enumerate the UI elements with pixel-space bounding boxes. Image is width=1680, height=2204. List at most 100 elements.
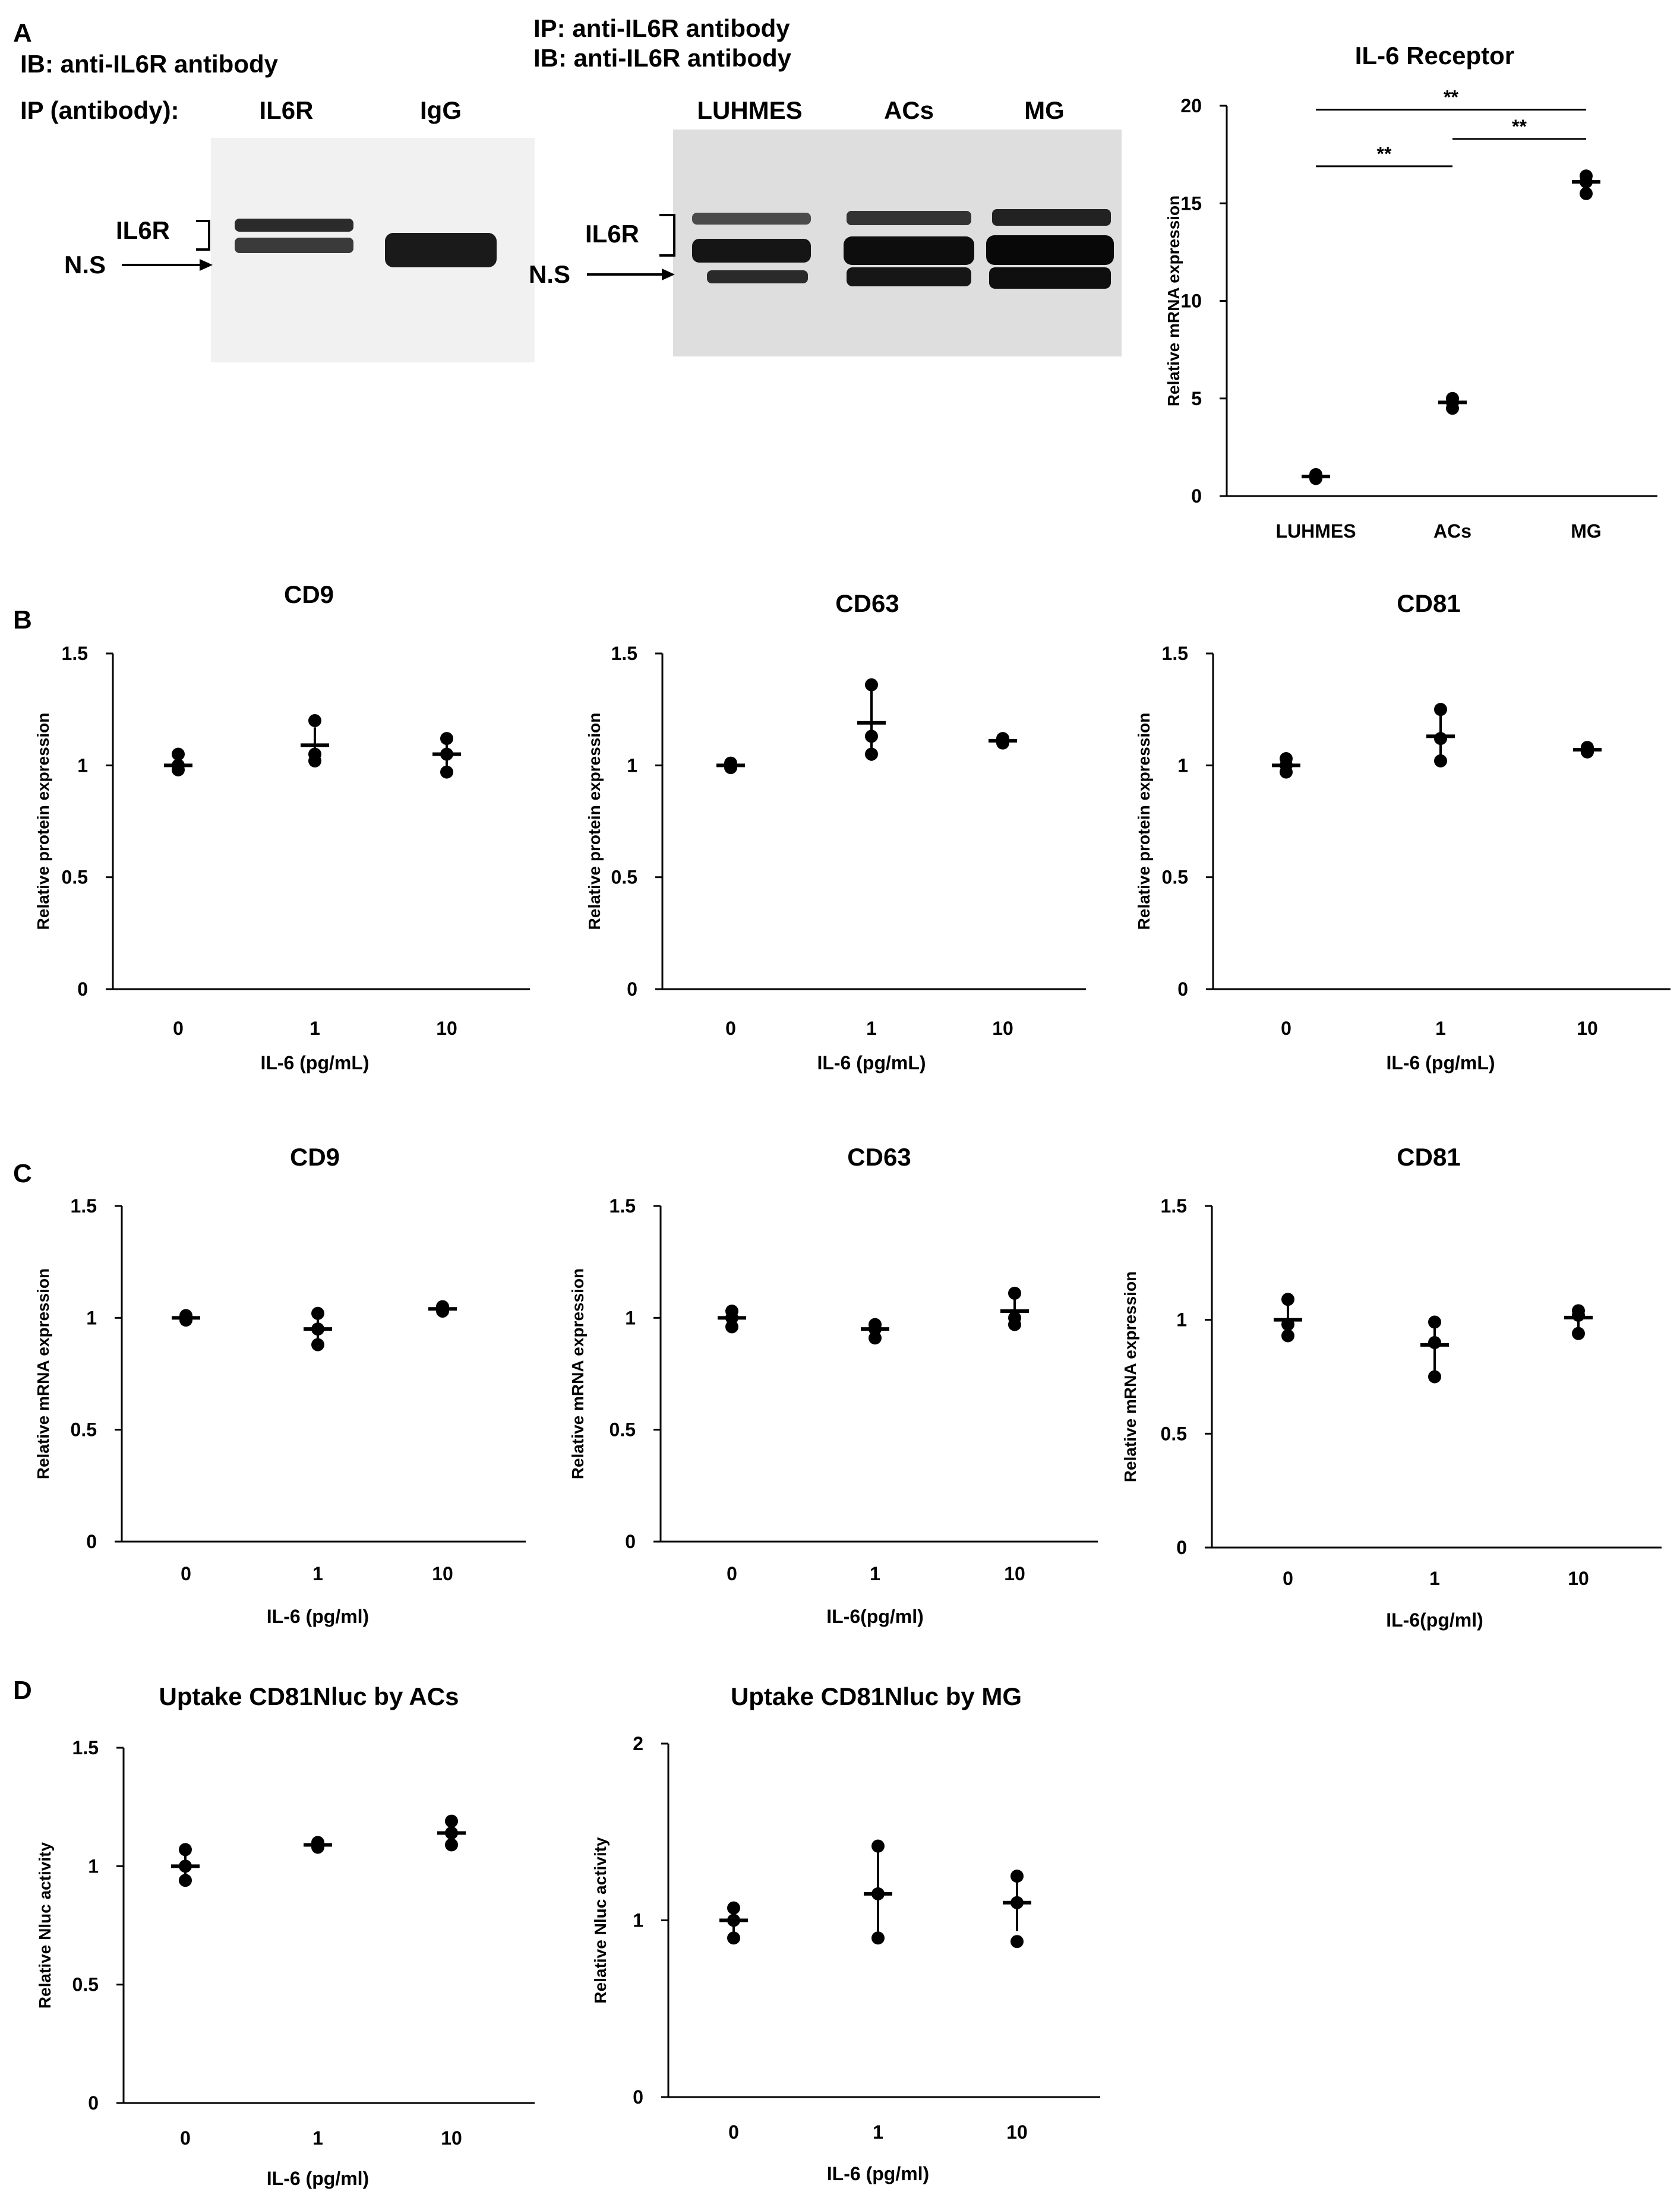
data-point: [1581, 741, 1594, 754]
y-tick-label: 1: [627, 754, 637, 776]
data-point: [308, 714, 321, 727]
y-tick-label: 1.5: [610, 1195, 636, 1217]
wb-right-ns-label: N.S: [529, 260, 570, 288]
wb-left-ib-label: IB: anti-IL6R antibody: [20, 50, 279, 78]
data-point: [308, 747, 321, 761]
x-tick-label: 1: [310, 1018, 320, 1039]
panel-letter-a: A: [13, 18, 32, 48]
data-point: [1428, 1370, 1441, 1384]
data-point: [727, 1901, 740, 1915]
data-point: [1281, 1318, 1294, 1331]
wb-right-lane-1: LUHMES: [697, 96, 802, 124]
wb-right-band-luhmes-a: [692, 213, 811, 225]
significance-label: **: [1377, 143, 1392, 165]
x-axis-title: IL-6 (pg/ml): [827, 2163, 929, 2184]
x-tick-label: 0: [1281, 1018, 1291, 1039]
wb-left-bracket: [196, 220, 210, 251]
wb-left-band-il6r-upper: [235, 219, 353, 232]
wb-right-lane-3: MG: [1024, 96, 1065, 124]
y-axis-title: Relative mRNA expression: [34, 1268, 52, 1479]
chart-title: CD9: [290, 1143, 340, 1171]
y-tick-label: 1.5: [62, 643, 88, 664]
panel-letter-d: D: [13, 1676, 32, 1705]
data-point: [1281, 1329, 1294, 1343]
data-point: [1428, 1336, 1441, 1349]
data-point: [869, 1331, 882, 1345]
western-blot-right: IP: anti-IL6R antibody IB: anti-IL6R ant…: [529, 14, 1122, 356]
x-tick-label: 1: [312, 2127, 323, 2149]
data-point: [1434, 703, 1447, 716]
y-tick-label: 10: [1180, 291, 1202, 312]
data-point: [311, 1338, 324, 1352]
chart-title: CD81: [1397, 589, 1460, 617]
wb-right-ip-label: IP: anti-IL6R antibody: [533, 14, 790, 42]
x-tick-label: LUHMES: [1275, 520, 1356, 542]
data-point: [445, 1814, 458, 1828]
y-tick-label: 1.5: [72, 1737, 99, 1758]
x-tick-label: 0: [180, 2127, 191, 2149]
y-axis-title: Relative protein expression: [34, 713, 52, 930]
y-tick-label: 0: [1177, 978, 1188, 1000]
panel-letter-c: C: [13, 1159, 32, 1188]
significance-label: **: [1444, 87, 1458, 108]
data-point: [725, 1320, 738, 1334]
y-tick-label: 0: [88, 2092, 99, 2114]
x-tick-label: 10: [992, 1018, 1013, 1039]
data-point: [724, 756, 737, 770]
data-point: [1428, 1315, 1441, 1329]
data-point: [179, 1874, 192, 1887]
x-axis-title: IL-6 (pg/ml): [267, 1606, 369, 1627]
y-tick-label: 1: [88, 1855, 99, 1877]
chart-c-cd81: CD81 0 0.5 1 1.5 Relative mRNA expression 0 1 10…: [1121, 1143, 1662, 1631]
wb-right-bracket: [659, 214, 675, 257]
chart-c-cd63: CD63 0 0.5 1 1.5 Relative mRNA expression 0 1 10…: [569, 1143, 1098, 1627]
data-point: [727, 1913, 740, 1927]
y-axis-title: Relative mRNA expression: [1164, 195, 1183, 406]
chart-b-cd63: CD63 0 0.5 1 1.5 Relative protein expression 0…: [585, 589, 1086, 1073]
chart-b-cd81: CD81 0 0.5 1 1.5 Relative protein expression 0…: [1135, 589, 1670, 1073]
data-point: [1572, 1327, 1585, 1340]
wb-left-ip-label: IP (antibody):: [20, 96, 179, 124]
data-point: [1434, 754, 1447, 768]
y-tick-label: 0.5: [1161, 1423, 1187, 1444]
chart-title: IL-6 Receptor: [1355, 42, 1514, 70]
data-point: [1280, 752, 1293, 766]
x-tick-label: 1: [873, 2121, 883, 2143]
x-tick-label: 1: [1435, 1018, 1446, 1039]
wb-left-band-igg: [385, 233, 497, 267]
x-tick-label: 1: [312, 1563, 323, 1584]
y-tick-label: 0.5: [1162, 867, 1188, 888]
y-tick-label: 0.5: [72, 1974, 99, 1995]
data-point: [1008, 1286, 1021, 1300]
chart-title: CD63: [835, 589, 899, 617]
y-tick-label: 1: [77, 754, 88, 776]
x-tick-label: 10: [1004, 1563, 1025, 1584]
wb-right-band-acs-b: [844, 236, 974, 265]
x-axis-title: IL-6 (pg/mL): [817, 1052, 926, 1073]
chart-b-cd9: CD9 0 0.5 1 1.5 Relative protein expression 0 1…: [34, 580, 530, 1073]
data-point: [871, 1887, 885, 1900]
y-tick-label: 5: [1191, 388, 1202, 409]
y-tick-label: 0: [633, 2086, 643, 2108]
y-tick-label: 1.5: [1162, 643, 1188, 664]
x-axis-title: IL-6 (pg/ml): [267, 2168, 369, 2189]
data-point: [869, 1318, 882, 1331]
x-tick-label: 10: [432, 1563, 453, 1584]
chart-c-cd9: CD9 0 0.5 1 1.5 Relative mRNA expression 0 1 10 I…: [34, 1143, 526, 1627]
x-tick-label: 1: [866, 1018, 877, 1039]
data-point: [440, 747, 453, 761]
y-axis-title: Relative mRNA expression: [1121, 1271, 1139, 1482]
wb-right-band-acs-a: [847, 211, 971, 225]
x-axis-title: IL-6(pg/ml): [1386, 1609, 1483, 1631]
data-point: [311, 1306, 324, 1320]
data-point: [865, 747, 878, 761]
data-point: [179, 1859, 192, 1873]
y-axis-title: Relative Nluc activity: [36, 1842, 54, 2009]
chart-il6-receptor: IL-6 Receptor 0 5 10 15 20 Relative mRNA expre…: [1164, 42, 1657, 542]
data-point: [727, 1931, 740, 1945]
data-point: [1309, 468, 1322, 481]
data-point: [1010, 1870, 1024, 1883]
y-tick-label: 0: [77, 978, 88, 1000]
x-tick-label: 10: [1577, 1018, 1598, 1039]
data-point: [1580, 187, 1593, 200]
